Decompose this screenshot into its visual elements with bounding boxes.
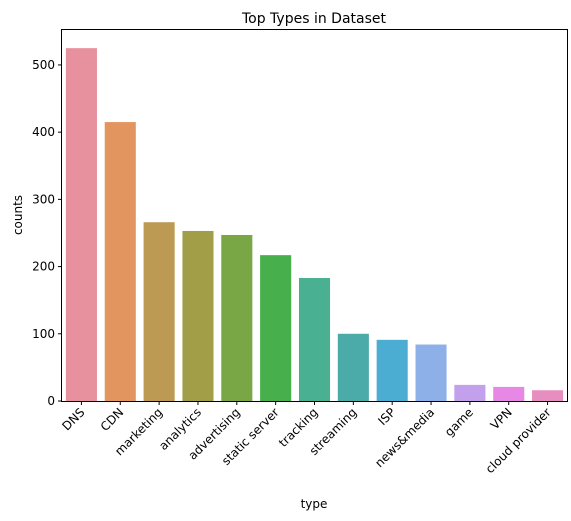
- y-tick-label: 0: [47, 394, 55, 408]
- y-tick-label: 100: [32, 327, 55, 341]
- x-axis: DNS CDNmarketinganalyticsadvertisingstati…: [59, 401, 554, 476]
- x-tick-label: VPN: [488, 405, 515, 432]
- bar-news-media: [415, 344, 447, 401]
- y-tick-label: 500: [32, 58, 55, 72]
- bar-tracking: [298, 278, 331, 401]
- bar-static-server: [260, 255, 292, 401]
- x-axis-label: type: [301, 497, 328, 511]
- bar-dns: [65, 48, 97, 402]
- chart-title: Top Types in Dataset: [241, 11, 387, 27]
- x-tick-label: game: [442, 405, 476, 439]
- x-tick-label: DNS: [59, 405, 87, 433]
- bar-cdn: [104, 122, 136, 402]
- bar-analytics: [182, 230, 214, 401]
- bar-advertising: [221, 234, 253, 401]
- y-tick-label: 400: [32, 125, 55, 139]
- plot-frame: [61, 29, 568, 402]
- bar-isp: [376, 339, 408, 401]
- y-tick-label: 200: [32, 260, 55, 274]
- y-axis: 0 100 200 300 400 500: [32, 58, 62, 408]
- y-tick-label: 300: [32, 192, 55, 206]
- bar-streaming: [337, 333, 369, 401]
- bar-marketing: [143, 222, 175, 401]
- bar-cloud-provider: [532, 390, 564, 401]
- bar-game: [454, 384, 486, 401]
- x-tick-label: CDN: [98, 405, 127, 434]
- x-tick-label: ISP: [375, 405, 398, 428]
- y-axis-label: counts: [11, 195, 25, 235]
- bars-layer: [65, 48, 564, 402]
- bar-vpn: [493, 386, 525, 401]
